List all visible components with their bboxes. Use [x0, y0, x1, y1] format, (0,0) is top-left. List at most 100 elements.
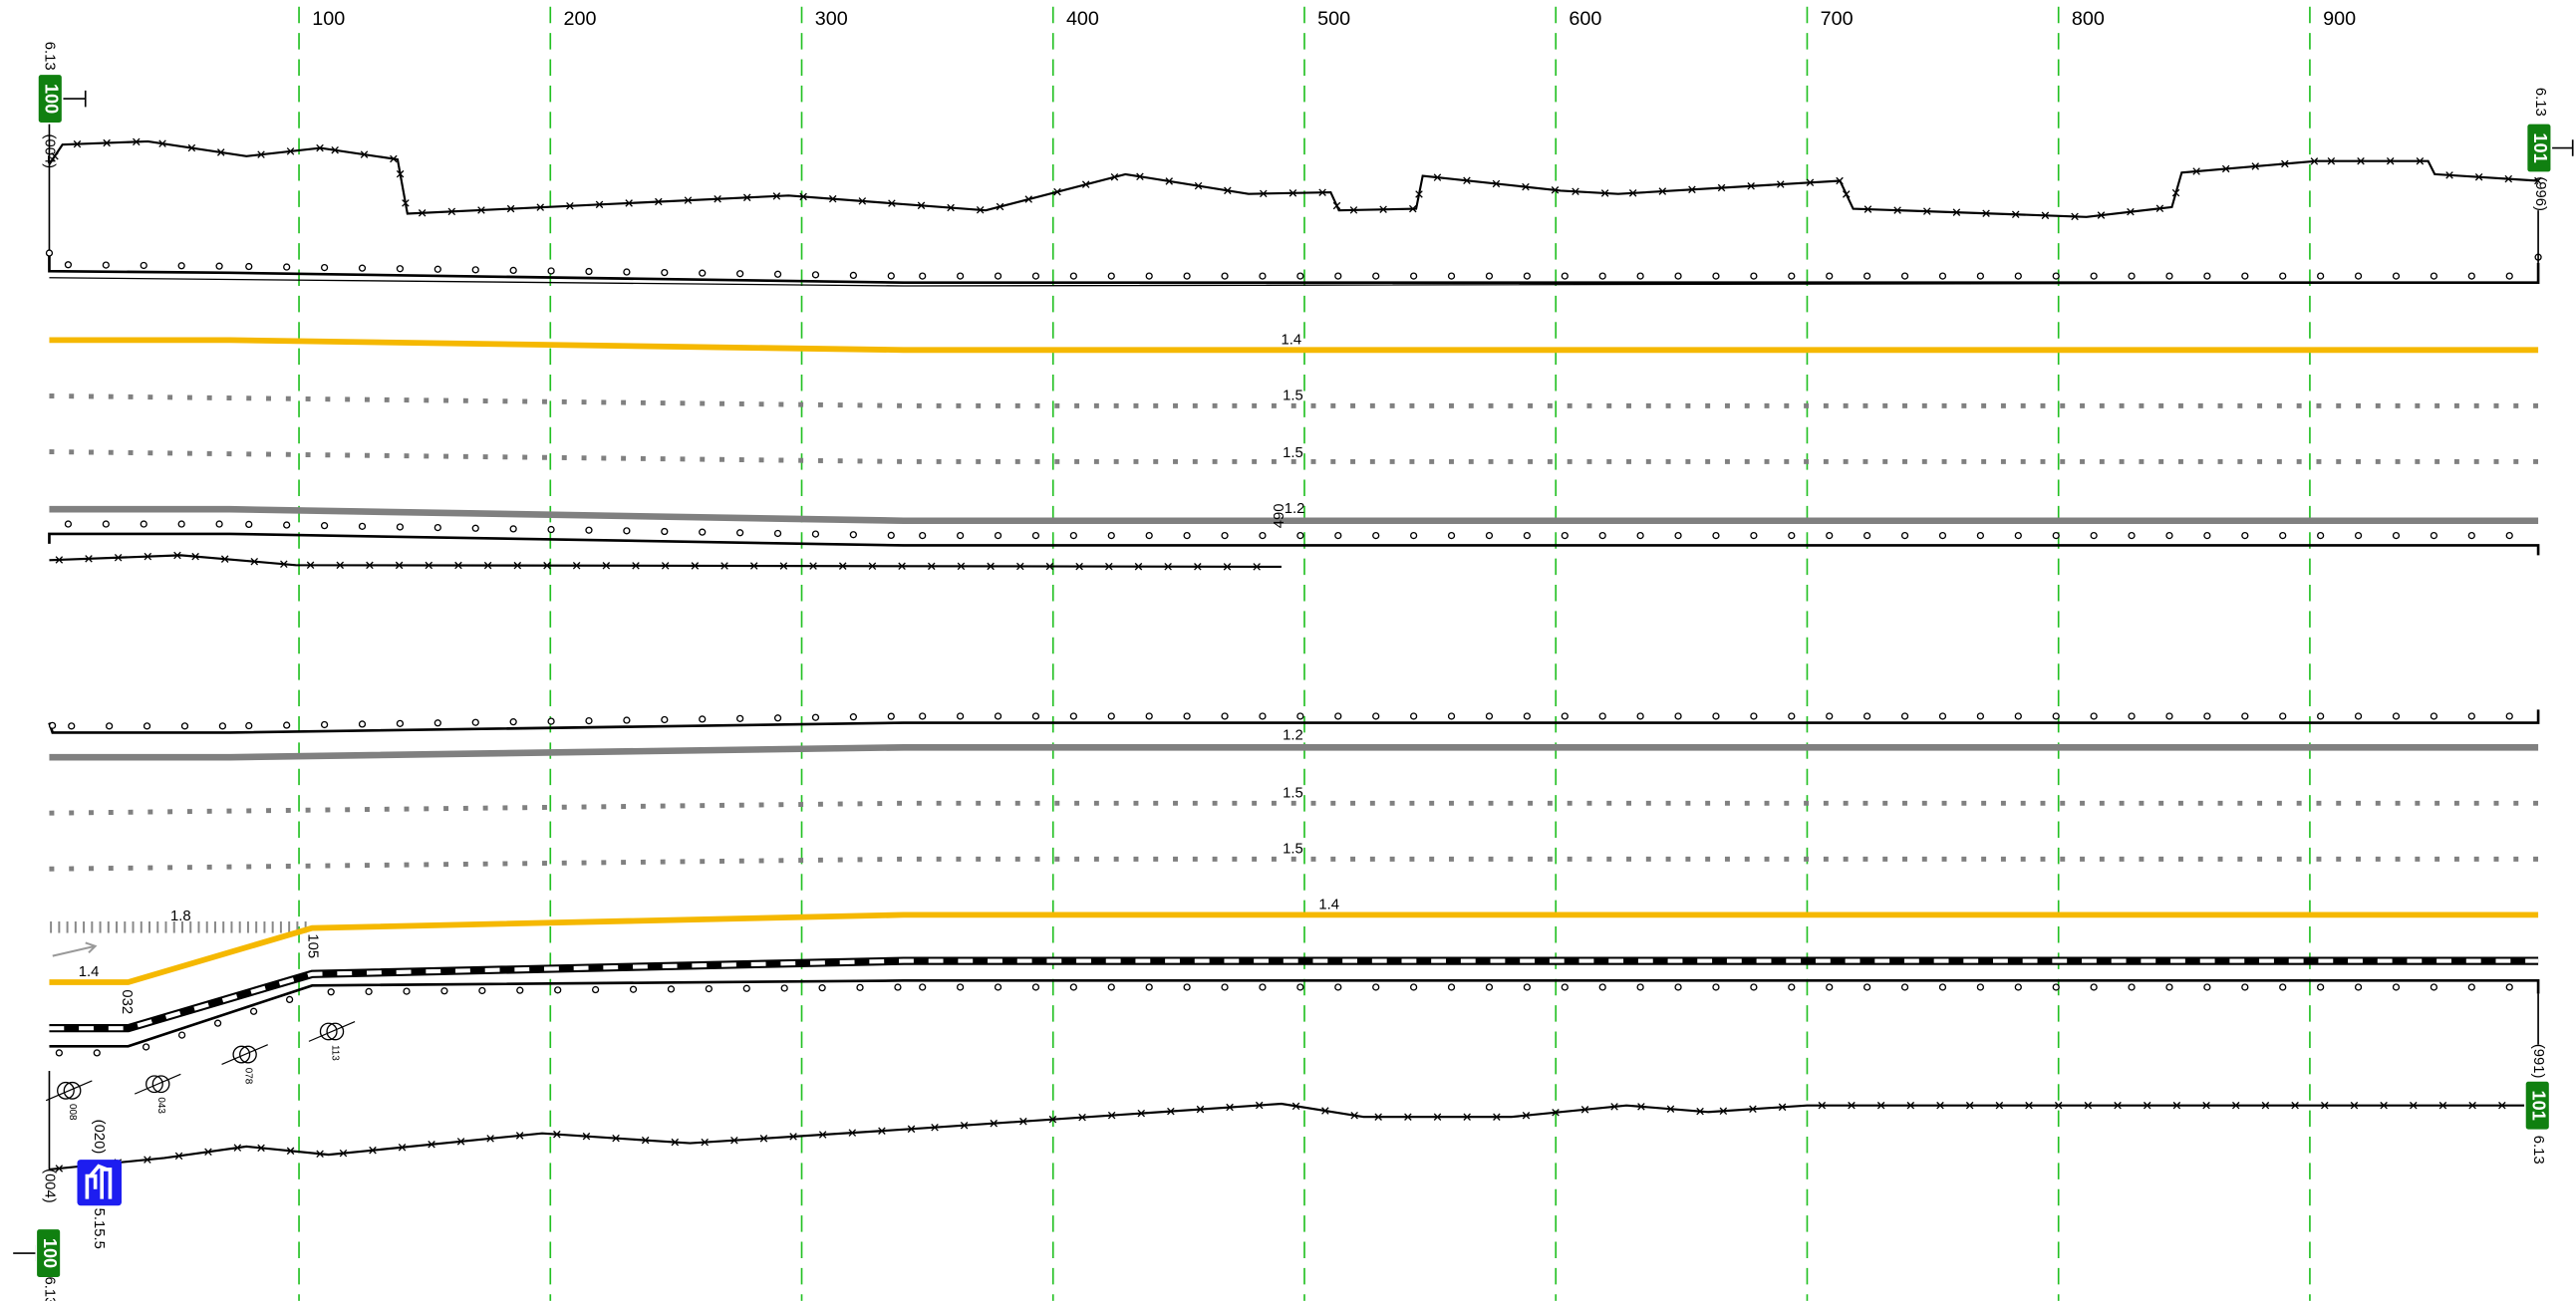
- sign-plate: [2524, 1080, 2551, 1132]
- curb-post: [2090, 272, 2098, 280]
- sign-ref: (991): [2530, 1044, 2546, 1079]
- fence-mark: [1522, 1111, 1531, 1120]
- curb-post: [661, 268, 669, 277]
- curb-post: [1221, 712, 1229, 720]
- curb-post: [1372, 983, 1380, 991]
- fence-mark: [2474, 172, 2483, 181]
- fence-mark: [543, 561, 551, 570]
- curb-post: [1107, 531, 1115, 540]
- curb-post: [699, 715, 707, 723]
- fence-mark: [848, 1129, 857, 1137]
- fence-mark: [515, 1132, 524, 1140]
- fence-mark: [2192, 167, 2200, 175]
- curb-post: [2241, 983, 2249, 991]
- curb-post: [661, 715, 669, 724]
- curb-post: [433, 523, 441, 532]
- fence-mark: [625, 199, 633, 207]
- curb-post: [2430, 531, 2438, 540]
- fence-mark: [2155, 204, 2164, 213]
- fence-mark: [927, 562, 936, 571]
- line-width-label: 1.2: [1285, 501, 1305, 517]
- curb-post: [1334, 272, 1342, 280]
- curb-post: [283, 263, 291, 271]
- curb-post: [1598, 983, 1606, 991]
- fence-mark: [2350, 1101, 2359, 1110]
- yellow-line: [49, 337, 2539, 354]
- fence-mark: [2438, 1101, 2447, 1110]
- fence-mark: [2202, 1101, 2210, 1110]
- curb-post: [856, 983, 864, 991]
- curb-post: [1447, 712, 1456, 720]
- curb-post: [180, 722, 189, 730]
- curb-post: [2279, 272, 2287, 280]
- curb-post: [2241, 531, 2249, 540]
- fence-mark: [257, 150, 265, 158]
- curb-post: [1826, 272, 1834, 280]
- fence-mark: [714, 194, 721, 203]
- curb-post: [994, 272, 1002, 280]
- fence-mark: [1922, 207, 1931, 215]
- dashed-edge: [49, 956, 2539, 1033]
- fence-mark: [990, 1119, 998, 1128]
- curb-post: [1938, 272, 1947, 280]
- curb-post: [2317, 712, 2325, 720]
- curb-post: [994, 712, 1002, 720]
- fence-mark: [818, 1131, 827, 1139]
- fence-mark: [2171, 188, 2180, 197]
- fence-mark: [2291, 1101, 2299, 1110]
- fence-mark: [1165, 177, 1174, 185]
- fence-mark: [1167, 1107, 1175, 1116]
- chainage-label: 200: [563, 8, 596, 30]
- curb-post: [742, 984, 750, 992]
- curb-post: [1674, 531, 1682, 540]
- curb-post: [55, 1049, 63, 1057]
- curb-post: [2317, 531, 2325, 540]
- curb-post: [471, 718, 479, 726]
- fence-mark: [809, 562, 817, 570]
- fence-mark: [931, 1123, 939, 1132]
- curb-post: [2165, 983, 2173, 991]
- yellow-line: [49, 911, 2539, 985]
- curb-post: [1826, 983, 1834, 991]
- fence-mark: [1415, 190, 1423, 198]
- fence-mark: [425, 561, 433, 570]
- curb-post: [1712, 983, 1720, 991]
- fence-mark: [898, 562, 906, 571]
- curb-post: [1674, 712, 1682, 720]
- fence-mark: [1291, 1102, 1300, 1111]
- fence-mark: [1610, 1103, 1618, 1111]
- fence-mark: [1137, 1109, 1146, 1118]
- line-width-label: 1.4: [1318, 897, 1339, 912]
- fence-mark: [2357, 156, 2365, 165]
- curb-post: [1409, 272, 1418, 280]
- curb-post: [327, 988, 335, 996]
- fence-mark: [2410, 1101, 2418, 1110]
- curb-post: [1296, 983, 1304, 991]
- curb-post: [1900, 272, 1909, 280]
- chainage-label: 700: [1821, 8, 1854, 30]
- curb-post: [585, 526, 593, 534]
- fence-mark: [1350, 1111, 1358, 1120]
- fence-mark: [641, 1136, 650, 1145]
- curb-post: [2430, 983, 2438, 991]
- curb-post: [218, 722, 227, 730]
- fence-mark: [996, 202, 1004, 211]
- fence-mark: [390, 154, 398, 163]
- curb-post: [320, 522, 329, 530]
- light-label: 078: [242, 1068, 253, 1085]
- curb-post: [1447, 272, 1456, 280]
- curb-post: [547, 267, 555, 275]
- curb-post: [1712, 272, 1720, 280]
- curb-post: [2128, 712, 2136, 720]
- curb-post: [106, 722, 114, 730]
- curb-post: [1976, 712, 1985, 720]
- curb-post: [320, 720, 329, 729]
- curb-post: [2467, 272, 2475, 280]
- fence-mark: [1463, 176, 1471, 185]
- light-symbol: [319, 1022, 338, 1041]
- fence-mark: [316, 1150, 324, 1159]
- curb-post: [2392, 712, 2401, 720]
- curb-post: [142, 1043, 150, 1051]
- curb-post: [509, 266, 517, 275]
- curb-post: [1712, 712, 1720, 720]
